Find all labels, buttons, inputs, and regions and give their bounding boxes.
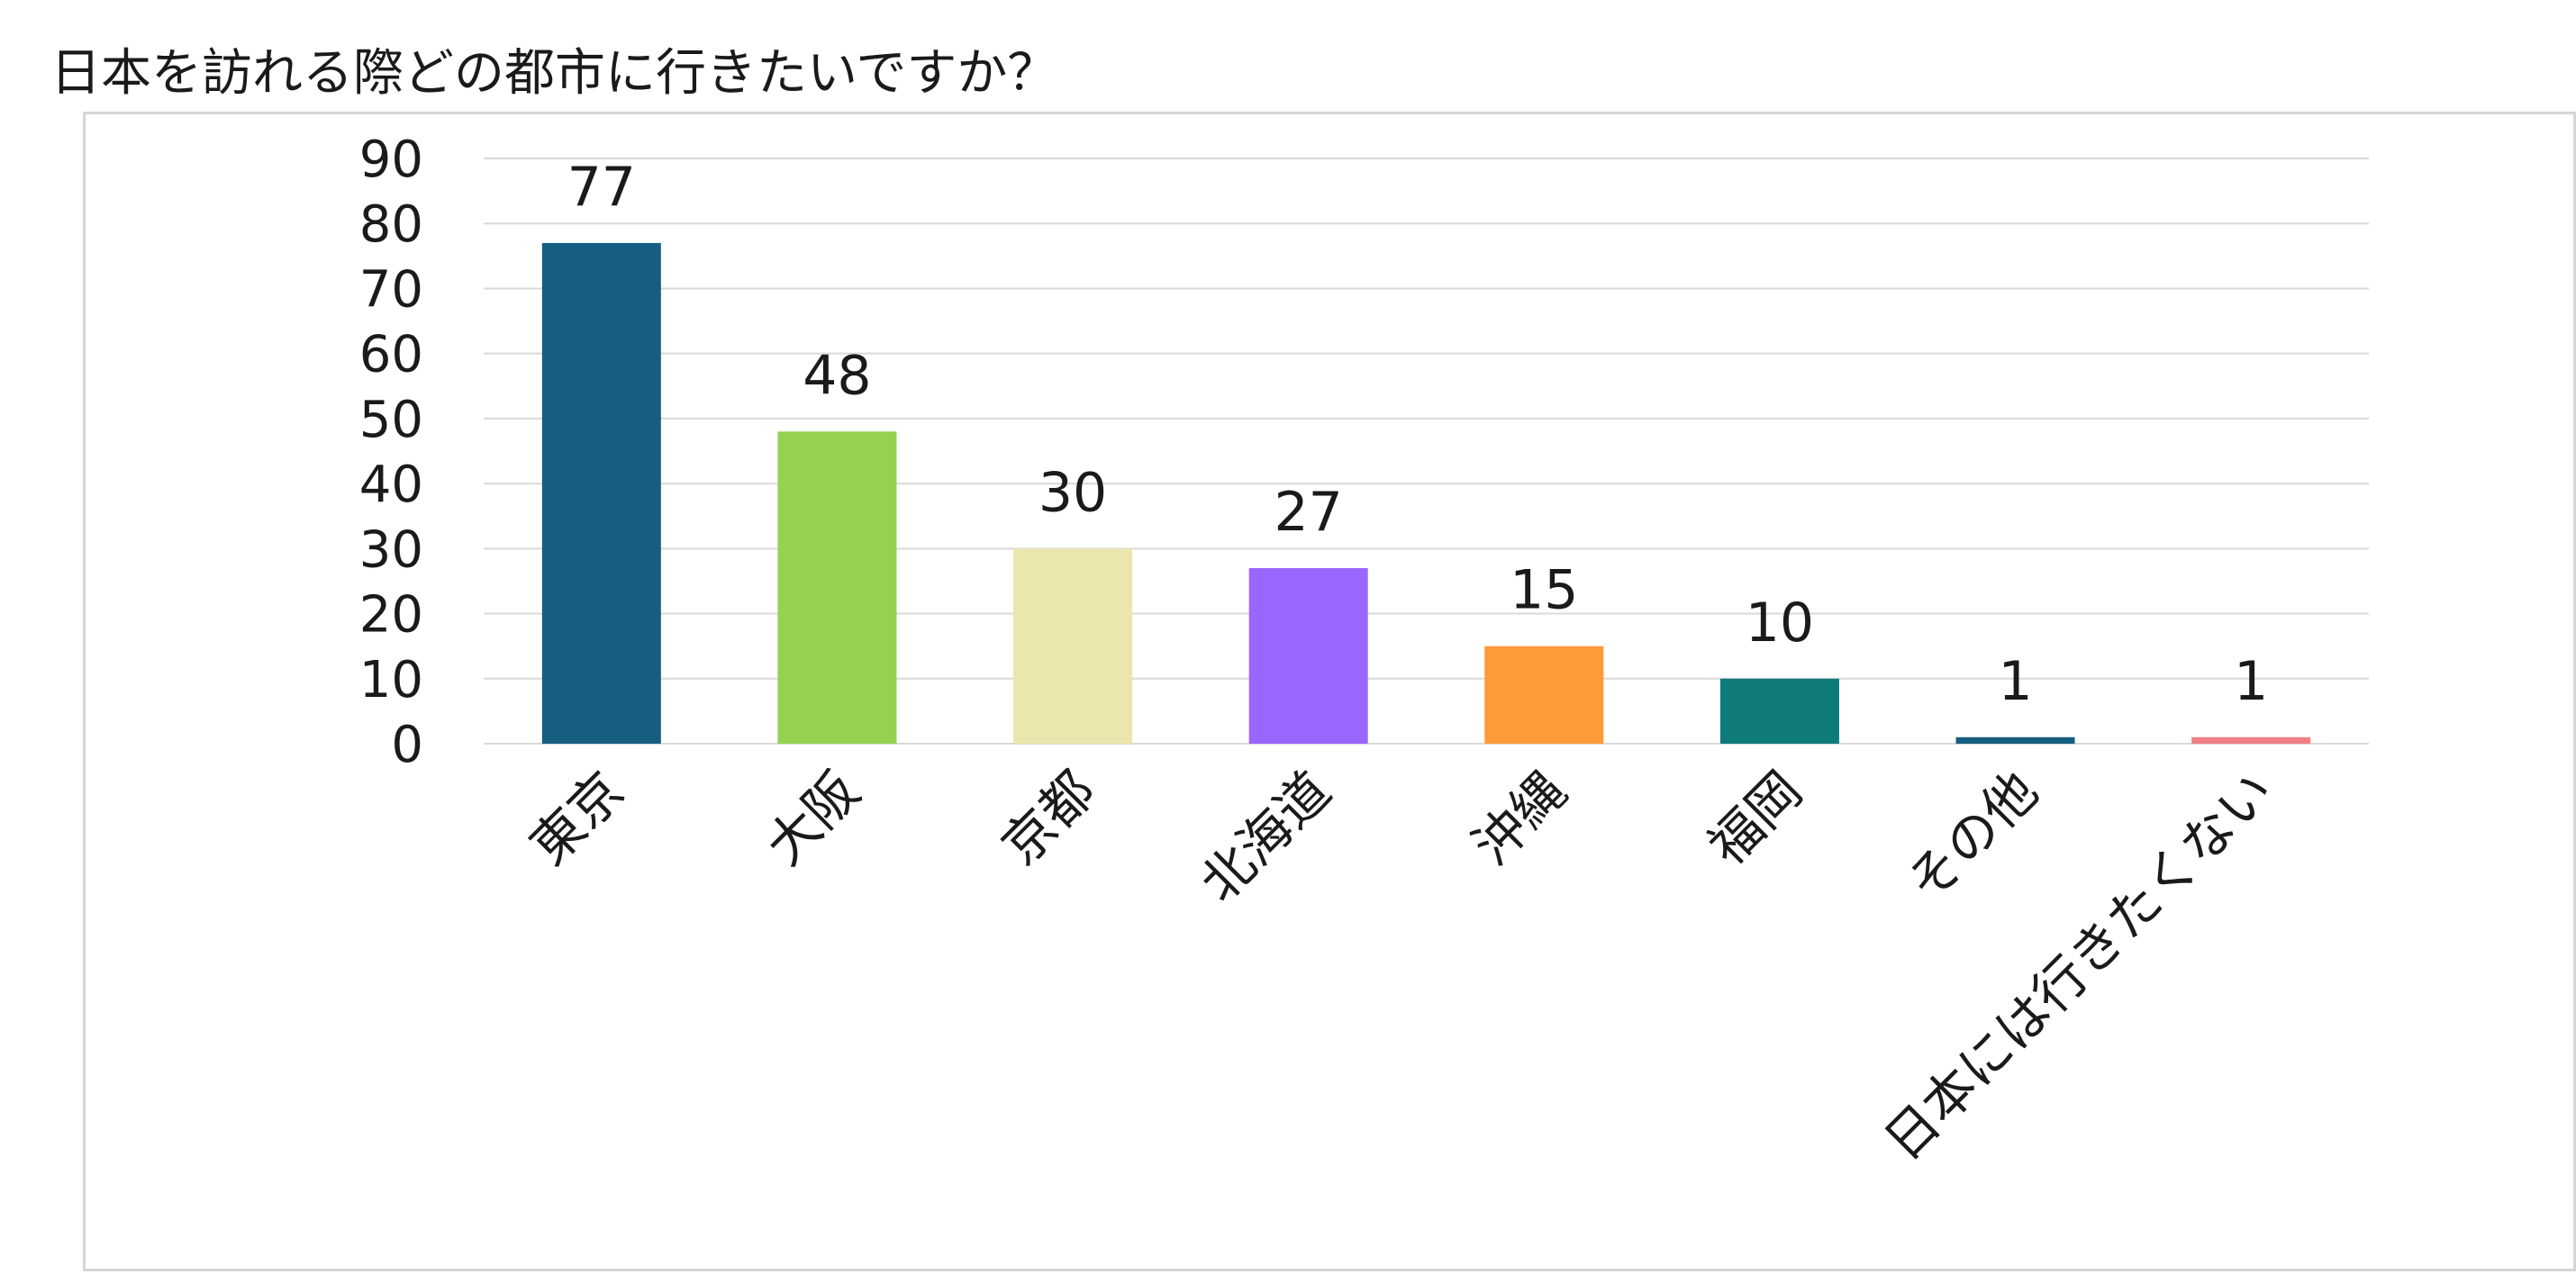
page-title: 日本を訪れる際どの都市に行きたいですか？ bbox=[50, 44, 1058, 103]
category-label: 北海道 bbox=[1188, 760, 1342, 914]
category-label: 大阪 bbox=[754, 760, 871, 877]
data-labels: 77 48 30 27 15 10 1 1 bbox=[567, 156, 2269, 713]
bar bbox=[1013, 548, 1133, 744]
category-label: 沖縄 bbox=[1461, 760, 1578, 877]
data-label: 77 bbox=[567, 156, 636, 219]
bar bbox=[1248, 568, 1368, 744]
y-tick-label: 20 bbox=[359, 586, 423, 645]
category-label: 福岡 bbox=[1697, 760, 1814, 877]
y-tick-label: 60 bbox=[359, 326, 423, 384]
data-label: 15 bbox=[1510, 559, 1578, 622]
y-tick-label: 90 bbox=[359, 131, 423, 189]
data-label: 1 bbox=[2234, 650, 2268, 713]
data-label: 10 bbox=[1746, 592, 1814, 655]
bars bbox=[541, 242, 2311, 744]
data-label: 48 bbox=[803, 344, 871, 407]
category-label: 東京 bbox=[519, 760, 636, 877]
category-label: その他 bbox=[1895, 760, 2049, 914]
y-tick-label: 80 bbox=[359, 195, 423, 254]
y-tick-label: 70 bbox=[359, 260, 423, 319]
bar bbox=[1484, 646, 1604, 744]
y-tick-label: 40 bbox=[359, 456, 423, 514]
data-label: 1 bbox=[1998, 650, 2032, 713]
category-label: 京都 bbox=[990, 760, 1107, 877]
category-label: 日本には行きたくない bbox=[1873, 760, 2285, 1172]
y-tick-label: 0 bbox=[391, 716, 423, 774]
y-tick-label: 10 bbox=[359, 651, 423, 709]
bar bbox=[1955, 736, 2075, 744]
y-axis-ticks: 0 10 20 30 40 50 60 70 80 90 bbox=[359, 131, 423, 774]
y-tick-label: 50 bbox=[359, 391, 423, 449]
bar bbox=[777, 431, 897, 744]
y-tick-label: 30 bbox=[359, 520, 423, 579]
bar bbox=[2191, 736, 2311, 744]
data-label: 30 bbox=[1039, 461, 1107, 524]
bar bbox=[1719, 678, 1839, 744]
bar bbox=[541, 242, 661, 744]
gridlines bbox=[484, 158, 2369, 745]
data-label: 27 bbox=[1274, 481, 1343, 544]
